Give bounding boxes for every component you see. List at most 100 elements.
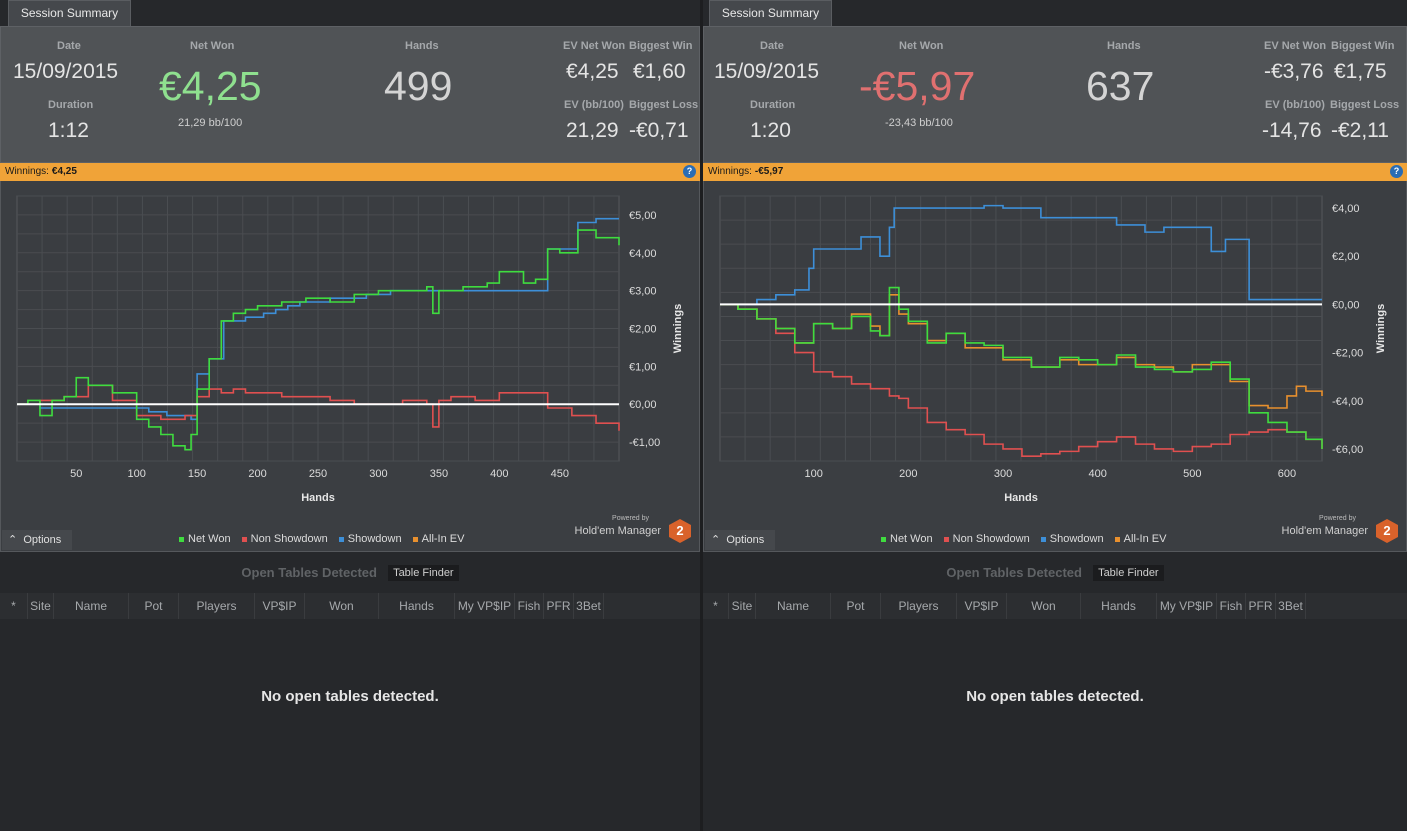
x-tick-label: 400 <box>1088 468 1106 480</box>
col-site[interactable]: Site <box>729 593 756 619</box>
col-pot[interactable]: Pot <box>831 593 881 619</box>
col-players[interactable]: Players <box>179 593 255 619</box>
col-3bet[interactable]: 3Bet <box>1276 593 1306 619</box>
help-icon[interactable]: ? <box>683 165 696 178</box>
powered-by-text: Powered by <box>612 515 649 522</box>
table-finder-button[interactable]: Table Finder <box>388 564 459 581</box>
legend-swatch <box>943 536 949 542</box>
x-tick-label: 450 <box>551 468 569 480</box>
holdem-manager-logo: Powered by Hold'em Manager 2 <box>575 515 691 545</box>
x-axis-label: Hands <box>301 492 335 504</box>
duration-label: Duration <box>750 99 796 111</box>
legend-net-won[interactable]: Net Won <box>881 533 933 545</box>
col-name[interactable]: Name <box>54 593 129 619</box>
winnings-chart: -€6,00 -€4,00 -€2,00 €0,00 €2,00 €4,00 100 200 3… <box>719 195 1387 504</box>
options-label: Options <box>726 534 765 546</box>
table-finder-button[interactable]: Table Finder <box>1093 564 1164 581</box>
col-star[interactable]: * <box>703 593 729 619</box>
tab-session-summary[interactable]: Session Summary <box>8 0 131 26</box>
x-axis-label: Hands <box>1004 492 1038 504</box>
legend-non-showdown[interactable]: Non Showdown <box>943 533 1030 545</box>
col-3bet[interactable]: 3Bet <box>574 593 604 619</box>
legend-label: Non Showdown <box>952 533 1030 545</box>
x-tick-label: 500 <box>1183 468 1201 480</box>
legend-swatch <box>412 536 418 542</box>
powered-by-text: Powered by <box>1319 515 1356 522</box>
ev-net-won-value: €4,25 <box>566 60 619 83</box>
tab-session-summary[interactable]: Session Summary <box>709 0 832 26</box>
date-value: 15/09/2015 <box>13 60 119 83</box>
winnings-bar-value: -€5,97 <box>754 166 784 177</box>
biggest-loss-value: -€0,71 <box>629 119 689 142</box>
x-tick-label: 400 <box>490 468 508 480</box>
col-hands[interactable]: Hands <box>1081 593 1157 619</box>
col-won[interactable]: Won <box>1007 593 1081 619</box>
legend-swatch <box>1040 536 1046 542</box>
options-button[interactable]: ⌃ Options <box>2 530 72 550</box>
hands-label: Hands <box>405 40 439 52</box>
y-tick-label: €0,00 <box>629 399 657 411</box>
ev-net-won-value: -€3,76 <box>1264 60 1324 83</box>
panel-divider[interactable] <box>700 0 703 831</box>
duration-label: Duration <box>48 99 94 111</box>
hands-value: 637 <box>1086 63 1155 109</box>
y-tick-label: -€6,00 <box>1332 444 1363 456</box>
legend-net-won[interactable]: Net Won <box>179 533 231 545</box>
tab-bar: Session Summary <box>703 0 1407 26</box>
legend-swatch <box>338 536 344 542</box>
col-pfr[interactable]: PFR <box>1246 593 1276 619</box>
winnings-bar-label: Winnings: <box>5 166 49 177</box>
x-tick-label: 200 <box>248 468 266 480</box>
x-tick-label: 300 <box>369 468 387 480</box>
tables-column-header: * Site Name Pot Players VP$IP Won Hands … <box>703 593 1407 619</box>
y-tick-label: €3,00 <box>629 286 657 298</box>
y-axis-label: Winnings <box>672 304 684 353</box>
col-my-vpip[interactable]: My VP$IP <box>455 593 515 619</box>
hands-value: 499 <box>384 63 453 109</box>
winnings-chart-panel: -€6,00 -€4,00 -€2,00 €0,00 €2,00 €4,00 100 200 3… <box>703 181 1407 552</box>
legend-label: Showdown <box>347 533 402 545</box>
winnings-bar-value: €4,25 <box>51 166 77 177</box>
chart-legend: Net Won Non Showdown Showdown All-In EV <box>179 533 472 545</box>
series-non-showdown <box>720 303 1323 457</box>
session-summary-header: Date 15/09/2015 Duration 1:12 Net Won €4… <box>0 26 700 163</box>
col-vpip[interactable]: VP$IP <box>255 593 305 619</box>
legend-all-in-ev[interactable]: All-In EV <box>412 533 465 545</box>
series-showdown <box>720 204 1322 306</box>
legend-showdown[interactable]: Showdown <box>1040 533 1104 545</box>
duration-value: 1:12 <box>48 119 89 142</box>
options-button[interactable]: ⌃ Options <box>705 530 775 550</box>
legend-label: Net Won <box>890 533 933 545</box>
col-fish[interactable]: Fish <box>515 593 544 619</box>
open-tables-title: Open Tables Detected <box>241 565 377 580</box>
series-net-won <box>720 286 1323 449</box>
x-tick-label: 50 <box>70 468 82 480</box>
col-pfr[interactable]: PFR <box>544 593 574 619</box>
col-fish[interactable]: Fish <box>1217 593 1246 619</box>
col-players[interactable]: Players <box>881 593 957 619</box>
legend-showdown[interactable]: Showdown <box>338 533 402 545</box>
empty-tables-message: No open tables detected. <box>966 688 1144 705</box>
col-site[interactable]: Site <box>28 593 54 619</box>
col-star[interactable]: * <box>0 593 28 619</box>
x-tick-label: 150 <box>188 468 206 480</box>
legend-non-showdown[interactable]: Non Showdown <box>241 533 328 545</box>
date-value: 15/09/2015 <box>714 60 820 83</box>
col-vpip[interactable]: VP$IP <box>957 593 1007 619</box>
col-name[interactable]: Name <box>756 593 831 619</box>
col-my-vpip[interactable]: My VP$IP <box>1157 593 1217 619</box>
legend-label: All-In EV <box>421 533 465 545</box>
biggest-win-label: Biggest Win <box>1331 40 1395 52</box>
col-pot[interactable]: Pot <box>129 593 179 619</box>
open-tables-header: Open Tables Detected Table Finder <box>0 562 700 586</box>
open-tables-section: Open Tables Detected Table Finder * Site… <box>0 556 700 831</box>
col-hands[interactable]: Hands <box>379 593 455 619</box>
tables-column-header: * Site Name Pot Players VP$IP Won Hands … <box>0 593 700 619</box>
legend-all-in-ev[interactable]: All-In EV <box>1114 533 1166 545</box>
help-icon[interactable]: ? <box>1390 165 1403 178</box>
ev-net-won-label: EV Net Won <box>1264 40 1327 52</box>
winnings-bar: Winnings: -€5,97 ? <box>703 163 1407 181</box>
net-won-label: Net Won <box>899 40 944 52</box>
col-won[interactable]: Won <box>305 593 379 619</box>
